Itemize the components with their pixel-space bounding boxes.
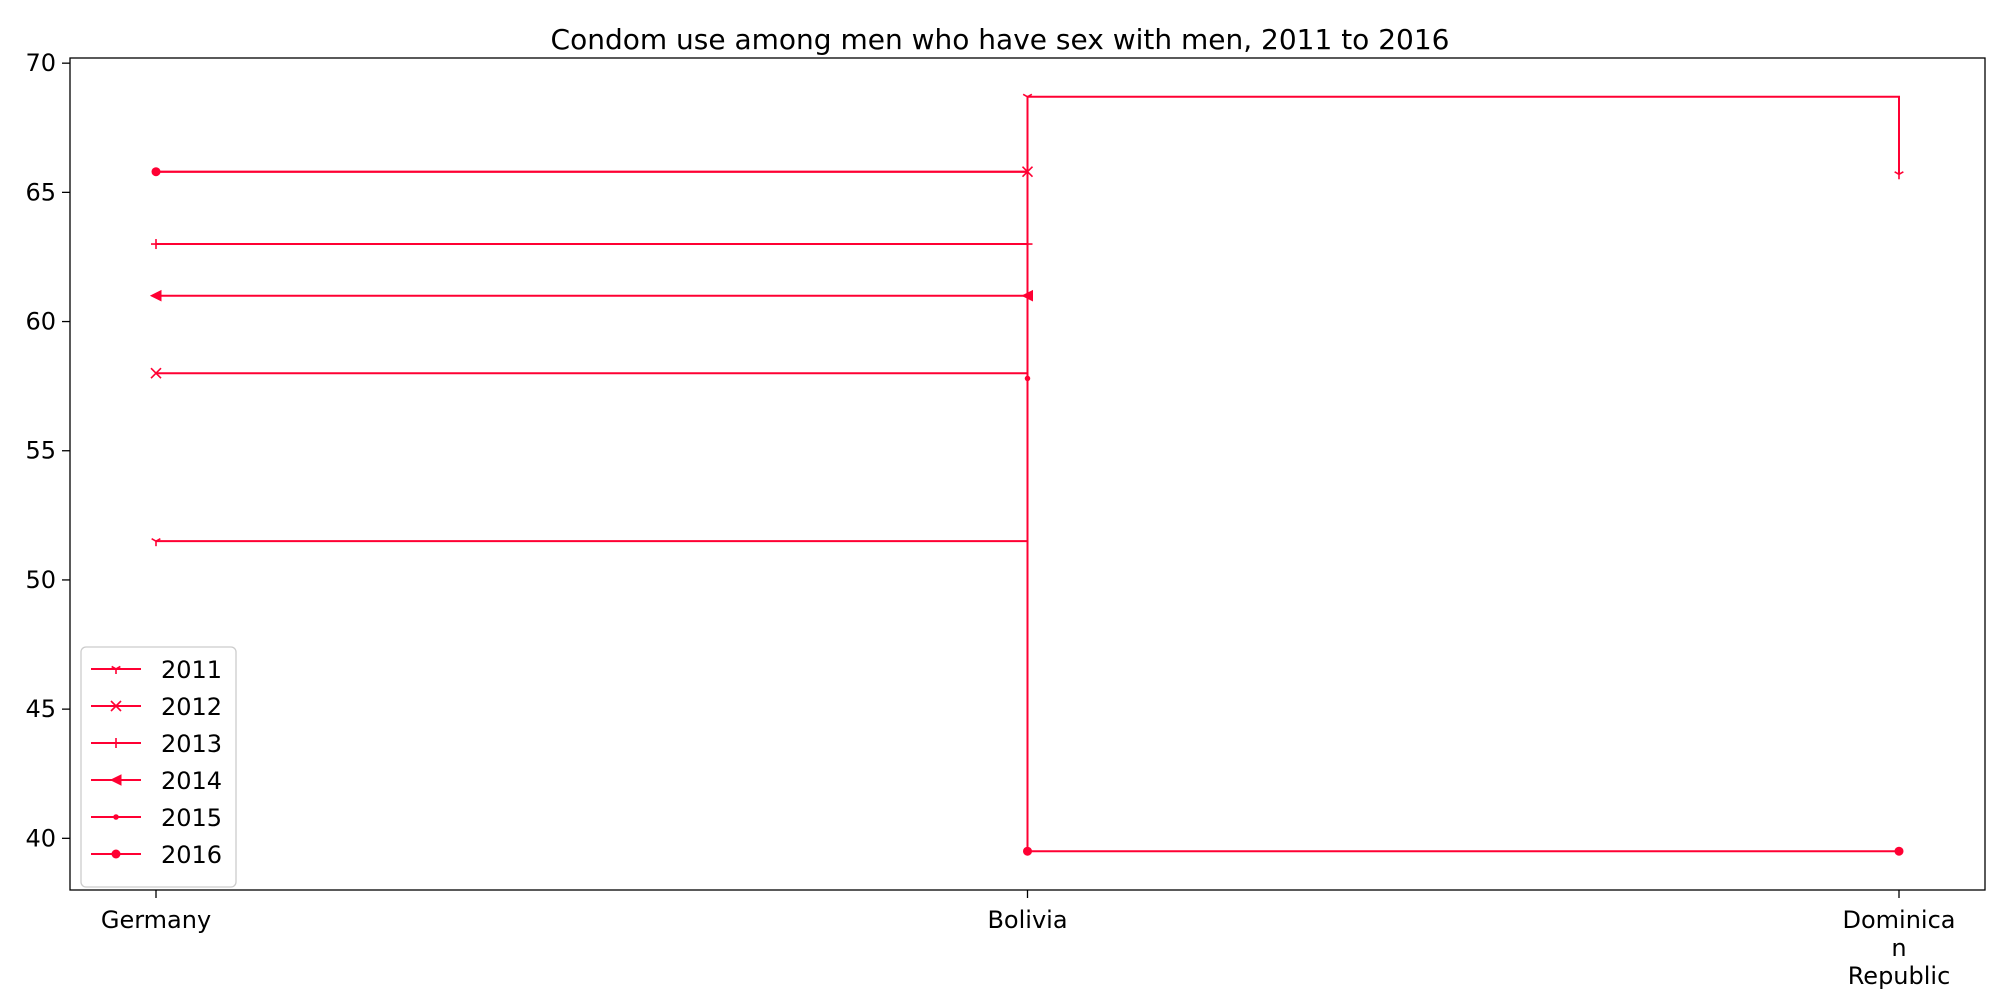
marker-stroke xyxy=(115,665,121,670)
legend-label: 2014 xyxy=(161,767,222,795)
marker-stroke xyxy=(150,367,162,379)
marker-shape xyxy=(149,289,162,302)
x-tick-label-line: Republic xyxy=(1848,962,1951,990)
y-tick-label: 40 xyxy=(25,824,56,852)
marker-stroke xyxy=(1027,93,1033,98)
series-line xyxy=(156,170,1899,853)
legend-item: 2015 xyxy=(91,804,222,832)
series-2016 xyxy=(151,167,1904,856)
x-tick-label: Germany xyxy=(101,906,211,934)
series-2012 xyxy=(150,166,1034,379)
marker-shape xyxy=(111,849,121,859)
x-tick-label-line: Germany xyxy=(101,906,211,934)
data-point xyxy=(151,167,161,177)
series-line xyxy=(156,170,1029,379)
x-tick-label-line: n xyxy=(1891,934,1906,962)
marker-stroke xyxy=(155,537,161,542)
data-point xyxy=(111,665,121,674)
data-point xyxy=(150,367,162,379)
y-tick-label: 45 xyxy=(25,695,56,723)
legend-item: 2011 xyxy=(91,656,222,684)
data-point xyxy=(1023,846,1032,856)
x-tick-label: Dominica n Republic xyxy=(1843,906,1956,990)
x-axis: Germany Bolivia Dominica n Republic xyxy=(101,890,1956,990)
data-point xyxy=(110,700,122,712)
axes-frame xyxy=(69,57,1986,891)
data-point xyxy=(149,289,162,302)
series-2013 xyxy=(151,239,1033,250)
y-axis: 40 45 50 55 60 65 70 xyxy=(25,49,70,852)
data-point xyxy=(1022,93,1033,102)
legend-item: 2012 xyxy=(91,693,222,721)
marker-stroke xyxy=(111,665,117,670)
y-tick-label: 50 xyxy=(25,566,56,594)
legend-item: 2013 xyxy=(91,730,222,758)
marker-stroke xyxy=(110,700,122,712)
y-tick-label: 60 xyxy=(25,308,56,336)
marker-shape xyxy=(151,167,161,177)
data-point xyxy=(1894,846,1904,856)
data-point xyxy=(151,537,161,547)
marker-shape xyxy=(1023,846,1032,856)
series-2011 xyxy=(151,93,1904,547)
x-tick-label-line: Bolivia xyxy=(987,906,1067,934)
legend-label: 2016 xyxy=(161,841,222,869)
data-point xyxy=(1894,171,1904,180)
data-point xyxy=(111,738,121,748)
legend-item: 2014 xyxy=(91,767,222,795)
legend-label: 2015 xyxy=(161,804,222,832)
data-point xyxy=(113,814,119,820)
series-2014 xyxy=(149,289,1033,302)
y-tick-label: 55 xyxy=(25,437,56,465)
y-tick-label: 65 xyxy=(25,178,56,206)
x-tick-label: Bolivia xyxy=(987,906,1067,934)
plot-area xyxy=(149,93,1904,856)
legend: 2011 2012 2013 2014 2015 2016 xyxy=(80,646,237,888)
marker-shape xyxy=(1894,846,1904,856)
data-point xyxy=(151,239,161,250)
legend-item: 2016 xyxy=(91,841,222,869)
y-tick-label: 70 xyxy=(25,49,56,77)
marker-stroke xyxy=(1894,171,1900,175)
marker-stroke xyxy=(1898,171,1904,175)
x-tick-label-line: Dominica xyxy=(1843,906,1956,934)
data-point xyxy=(111,849,121,859)
marker-stroke xyxy=(1022,93,1028,98)
marker-shape xyxy=(109,774,122,786)
series-line xyxy=(156,171,1029,375)
chart-title: Condom use among men who have sex with m… xyxy=(551,23,1450,56)
marker-shape xyxy=(113,814,119,820)
legend-label: 2011 xyxy=(161,656,222,684)
data-point xyxy=(109,774,122,786)
legend-label: 2012 xyxy=(161,693,222,721)
marker-stroke xyxy=(151,537,157,542)
series-2015 xyxy=(153,168,1031,382)
legend-label: 2013 xyxy=(161,730,222,758)
